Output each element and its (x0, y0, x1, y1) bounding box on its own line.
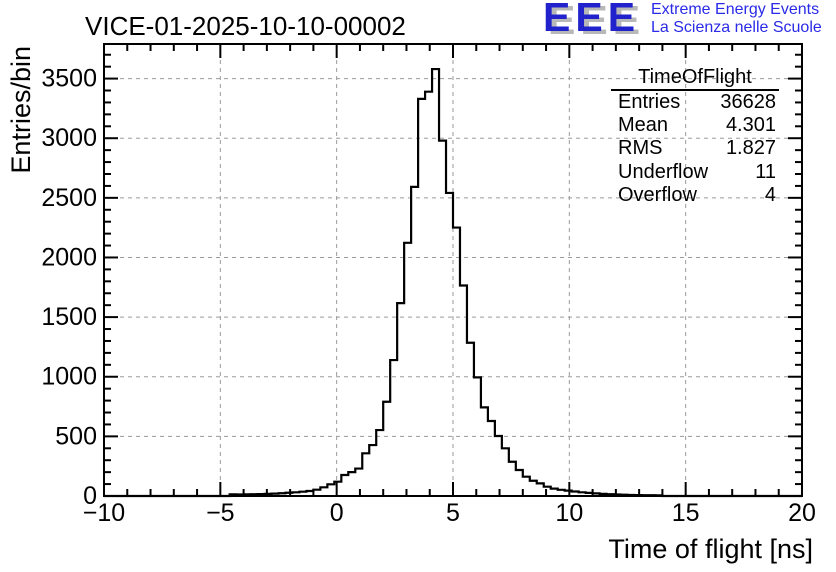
x-tick-label: 5 (446, 499, 460, 527)
stat-row-mean: Mean 4.301 (611, 114, 779, 137)
y-tick-label: 0 (83, 482, 97, 510)
page-title: VICE-01-2025-10-10-00002 (85, 11, 406, 41)
eee-logo-text: Extreme Energy Events La Scienza nelle S… (651, 1, 822, 37)
gridlines (104, 44, 802, 496)
stat-row-overflow: Overflow 4 (611, 184, 779, 207)
stat-value: 36628 (720, 91, 776, 113)
eee-logo-line1: Extreme Energy Events (651, 1, 820, 18)
y-tick-label: 1000 (41, 363, 97, 391)
stats-box: TimeOfFlight Entries 36628 Mean 4.301 RMS 1.8… (611, 66, 779, 207)
stats-title: TimeOfFlight (611, 66, 779, 91)
stat-value: 4.301 (725, 114, 776, 137)
x-tick-label: −5 (206, 499, 235, 527)
x-tick-label: 0 (330, 499, 344, 527)
axis-ticks (103, 44, 803, 497)
y-tick-label: 3500 (41, 65, 97, 93)
x-tick-label: 20 (788, 499, 816, 527)
eee-logo: EEE (543, 0, 641, 40)
stat-row-entries: Entries 36628 (611, 91, 779, 114)
x-tick-label: 15 (672, 499, 700, 527)
y-tick-label: 1500 (41, 303, 97, 331)
stats-rows: Entries 36628 Mean 4.301 RMS 1.827 Underflow 11… (611, 91, 779, 207)
stat-row-underflow: Underflow 11 (611, 161, 779, 184)
stat-label: Entries (618, 91, 681, 113)
x-axis-title: Time of flight [ns] (608, 534, 813, 564)
stat-value: 1.827 (725, 137, 776, 160)
stat-row-rms: RMS 1.827 (611, 137, 779, 160)
stat-label: RMS (618, 137, 663, 160)
y-tick-label: 2500 (41, 184, 97, 212)
stat-label: Mean (618, 114, 669, 137)
y-tick-label: 500 (55, 422, 97, 450)
stat-label: Overflow (618, 183, 697, 206)
y-tick-label: 2000 (41, 243, 97, 271)
stat-value: 11 (755, 160, 776, 183)
y-axis-title: Entries/bin (6, 46, 36, 174)
stat-value: 4 (764, 183, 776, 206)
y-tick-label: 3000 (41, 124, 97, 152)
tick-labels: −10 −5 0 5 10 15 20 0 500 1000 1500 2000 2500 3000 350… (41, 65, 816, 527)
stat-label: Underflow (618, 160, 709, 183)
eee-logo-line2: La Scienza nelle Scuole (651, 19, 822, 36)
x-tick-label: 10 (555, 499, 583, 527)
plot-frame (103, 43, 803, 497)
x-tick-label: −10 (83, 499, 125, 527)
